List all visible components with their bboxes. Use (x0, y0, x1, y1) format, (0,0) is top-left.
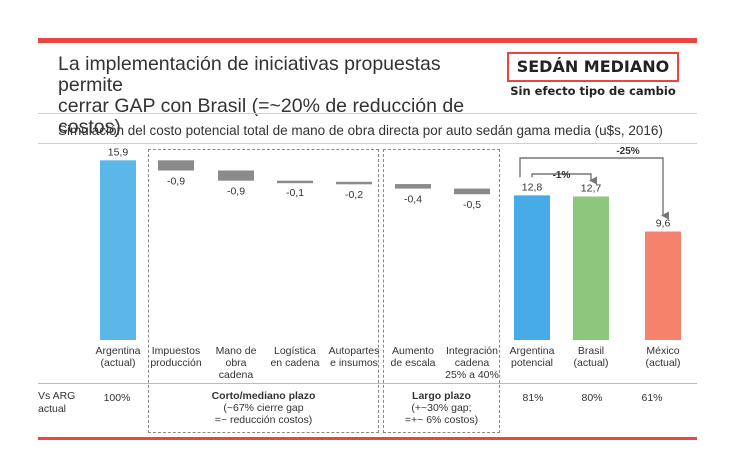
bar-8 (573, 196, 609, 340)
pct-brasil: 80% (581, 392, 603, 404)
bottom-accent-bar (38, 437, 697, 440)
chart-subtitle: Simulación del costo potencial total de … (58, 123, 663, 138)
segment-tag: SEDÁN MEDIANO (507, 52, 679, 82)
bar-4 (336, 181, 372, 185)
footer-row-label-2: actual (38, 403, 67, 415)
value-label-0: 15,9 (108, 146, 129, 158)
category-label-4-0: Autopartes (329, 345, 380, 357)
divider-chart (38, 143, 697, 144)
long-term-title: Largo plazo (412, 390, 471, 402)
value-label-4: -0,2 (345, 189, 363, 201)
category-label-7-1: potencial (511, 357, 553, 369)
footer-row-label-1: Vs ARG (38, 390, 76, 402)
category-label-0-1: (actual) (100, 357, 135, 369)
value-label-2: -0,9 (227, 186, 245, 198)
bar-2 (218, 170, 254, 181)
arrow-mexico (519, 157, 669, 220)
pct-argentina-actual: 100% (103, 392, 131, 404)
category-label-9-1: (actual) (645, 357, 680, 369)
category-label-8-0: Brasil (578, 345, 604, 357)
arrow-label-brasil: -1% (553, 170, 571, 181)
category-label-6-2: 25% a 40% (445, 369, 499, 380)
category-label-5-0: Aumento (392, 345, 434, 357)
bar-1 (158, 160, 194, 171)
category-label-6-1: cadena (455, 357, 490, 369)
bar-7 (514, 195, 550, 340)
category-label-0-0: Argentina (96, 345, 141, 357)
long-term-line-1: (+~30% gap; (411, 402, 472, 414)
short-term-group-box (148, 149, 379, 433)
headline: La implementación de iniciativas propues… (58, 54, 498, 138)
category-label-1-1: producción (150, 357, 202, 369)
bar-9 (645, 231, 681, 340)
category-label-9-0: México (646, 345, 679, 357)
category-label-5-1: de escala (391, 357, 436, 369)
headline-line-2: cerrar GAP con Brasil (=~20% de reducció… (58, 95, 465, 138)
waterfall-chart: 15,9Argentina(actual)-0,9Impuestosproduc… (96, 146, 681, 380)
value-label-8: 12,7 (581, 182, 602, 194)
segment-tag-subtitle: Sin efecto tipo de cambio (510, 84, 676, 98)
bar-6 (454, 188, 490, 195)
category-label-3-0: Logística (274, 345, 316, 357)
bar-5 (395, 184, 431, 189)
headline-line-1: La implementación de iniciativas propues… (58, 53, 441, 96)
long-term-summary: Largo plazo (+~30% gap; =+~ 6% costos) (383, 390, 500, 426)
category-label-4-1: e insumos (330, 357, 378, 369)
divider-top (38, 113, 697, 114)
value-label-9: 9,6 (656, 218, 671, 230)
short-term-summary: Corto/mediano plazo (~67% cierre gap =~ … (148, 390, 379, 426)
value-label-1: -0,9 (167, 176, 185, 188)
pct-argentina-potential: 81% (522, 392, 544, 404)
pct-mexico: 61% (641, 392, 663, 404)
footer-row-label: Vs ARG actual (38, 390, 75, 416)
value-label-3: -0,1 (286, 187, 304, 199)
category-label-1-0: Impuestos (152, 345, 200, 357)
bar-3 (277, 180, 313, 184)
category-label-6-0: Integración (446, 345, 498, 357)
divider-footer (38, 383, 697, 384)
short-term-line-1: (~67% cierre gap (223, 402, 304, 414)
arrow-brasil (531, 173, 597, 185)
arrow-label-mexico: -25% (616, 146, 639, 157)
short-term-line-2: =~ reducción costos) (214, 414, 313, 426)
long-term-group-box (383, 149, 500, 433)
value-label-6: -0,5 (463, 199, 481, 211)
value-label-5: -0,4 (404, 194, 422, 206)
long-term-line-2: =+~ 6% costos) (404, 414, 479, 426)
short-term-title: Corto/mediano plazo (211, 390, 316, 402)
category-label-7-0: Argentina (510, 345, 555, 357)
top-accent-bar (38, 38, 697, 43)
bar-0 (100, 160, 136, 340)
category-label-2-1: obra (225, 357, 246, 369)
value-label-7: 12,8 (522, 181, 543, 193)
category-label-2-0: Mano de (216, 345, 257, 357)
category-label-2-2: cadena (219, 369, 254, 380)
category-label-3-1: en cadena (270, 357, 319, 369)
category-label-8-1: (actual) (573, 357, 608, 369)
